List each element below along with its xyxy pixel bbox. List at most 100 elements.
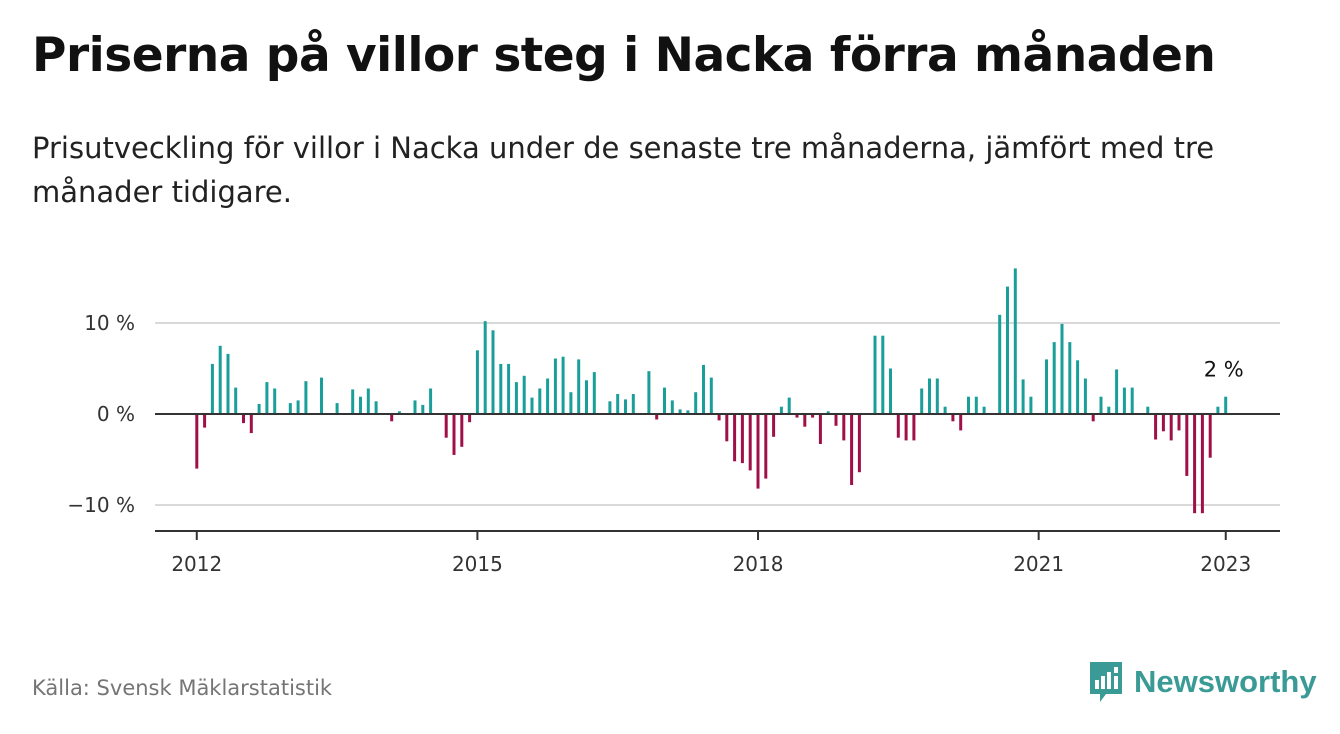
bar (546, 378, 550, 414)
bar (397, 411, 401, 414)
bar (1029, 396, 1033, 414)
x-tick-label: 2018 (733, 552, 784, 576)
bar (1045, 359, 1048, 414)
bar (631, 394, 635, 414)
price-change-bar-chart: −10 % 0 % 10 % 2012 2015 2018 2021 2023 … (67, 268, 1280, 576)
bar (873, 335, 877, 414)
y-axis-labels: −10 % 0 % 10 % (67, 311, 135, 517)
bar (210, 363, 214, 414)
y-tick-label: −10 % (67, 493, 135, 517)
bar (249, 414, 253, 434)
bar (335, 403, 339, 414)
x-tick-label: 2015 (452, 552, 503, 576)
bar (740, 414, 744, 464)
bar (764, 414, 768, 479)
bar (421, 404, 425, 414)
bar (585, 380, 588, 414)
bar (826, 411, 830, 414)
bar (912, 414, 916, 441)
bar (733, 414, 737, 462)
bar (203, 414, 207, 428)
x-axis-labels: 2012 2015 2018 2021 2023 (171, 531, 1251, 576)
bar (694, 392, 698, 414)
bar (429, 388, 433, 414)
bar (655, 414, 659, 420)
bar (1177, 414, 1181, 431)
bar (974, 396, 978, 414)
bar (499, 363, 503, 414)
bar (811, 414, 815, 418)
bar (553, 358, 557, 414)
bar (998, 314, 1002, 414)
bar (195, 414, 199, 469)
last-value-label: 2 % (1204, 358, 1244, 382)
bar (514, 382, 518, 414)
bar (1068, 342, 1072, 414)
bar (834, 414, 838, 426)
x-tick-label: 2023 (1200, 552, 1251, 576)
y-tick-label: 10 % (84, 311, 135, 335)
bar (304, 381, 308, 414)
bar (1146, 406, 1150, 414)
bar (850, 414, 854, 485)
bar (460, 414, 464, 447)
bar (475, 350, 479, 414)
bar (1107, 406, 1111, 414)
bar (787, 397, 791, 414)
bar (1130, 387, 1134, 414)
bar (483, 321, 487, 414)
bar (359, 396, 362, 414)
bar (296, 400, 300, 414)
bar-chart-icon (1090, 662, 1122, 702)
gridlines (155, 322, 1280, 506)
bar (1224, 396, 1228, 414)
bar (374, 401, 378, 414)
bar (663, 387, 666, 414)
bar (1185, 414, 1189, 476)
bar (226, 353, 230, 414)
bar (1161, 414, 1165, 432)
bar (857, 414, 861, 473)
bar (1099, 396, 1103, 414)
bar (803, 414, 807, 427)
bar (390, 414, 394, 422)
bar (935, 378, 939, 414)
bar (608, 401, 612, 414)
bar (592, 372, 596, 414)
bar (748, 414, 752, 471)
bar (444, 414, 448, 438)
bar (928, 378, 931, 414)
bar (530, 397, 534, 414)
bar (795, 414, 799, 418)
bar (577, 359, 581, 414)
bar (779, 406, 783, 414)
bar (491, 330, 495, 414)
chart-subtitle: Prisutveckling för villor i Nacka under … (32, 131, 1215, 209)
bar (818, 414, 822, 444)
source-credit: Källa: Svensk Mäklarstatistik (32, 676, 333, 700)
bar (686, 410, 690, 414)
bar (725, 414, 729, 442)
bar (1013, 268, 1017, 414)
bar (257, 404, 261, 414)
brand-logo[interactable]: Newsworthy (1088, 660, 1317, 704)
bar (273, 388, 277, 414)
bar (709, 377, 713, 414)
bar (678, 409, 682, 414)
bar (569, 392, 573, 414)
bar (959, 414, 963, 431)
y-tick-label: 0 % (97, 402, 135, 426)
x-tick-label: 2021 (1013, 552, 1064, 576)
brand-name: Newsworthy (1134, 664, 1317, 699)
bar (951, 414, 955, 422)
bar (1154, 414, 1158, 440)
bar (1060, 323, 1064, 414)
x-tick-label: 2012 (171, 552, 222, 576)
bar (234, 387, 238, 414)
bar (717, 414, 721, 421)
bar (881, 335, 885, 414)
bar (616, 394, 620, 414)
bar (561, 356, 565, 414)
bar (1091, 414, 1095, 422)
bar (507, 363, 511, 414)
